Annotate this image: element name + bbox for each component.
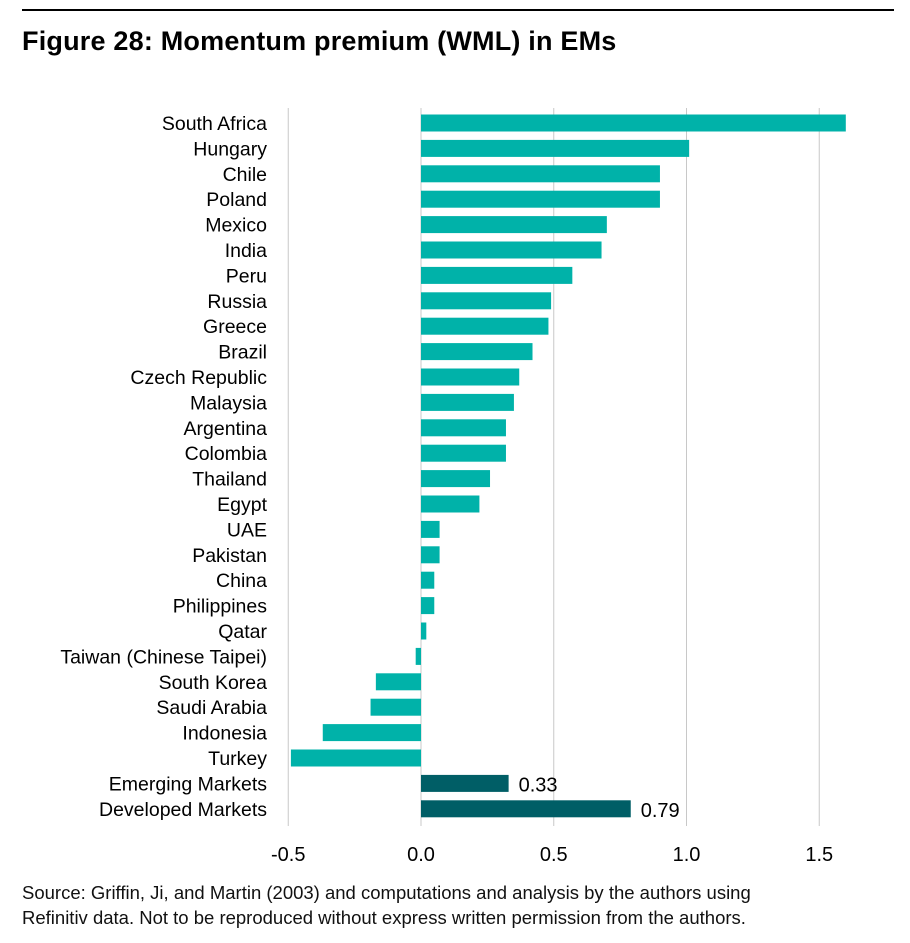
bars: [290, 114, 846, 818]
x-tick-label: 0.0: [407, 844, 435, 866]
category-label: Turkey: [208, 748, 267, 770]
bar: [421, 495, 480, 513]
bar: [290, 749, 421, 767]
category-label: Qatar: [218, 621, 267, 643]
bar: [375, 673, 421, 691]
gridlines: [287, 108, 820, 826]
category-label: India: [225, 240, 267, 262]
data-labels: 0.33 0.79: [519, 774, 680, 821]
bar: [421, 470, 491, 488]
category-label: Poland: [206, 189, 267, 211]
category-label: Greece: [203, 316, 267, 338]
data-label: 0.33: [519, 774, 558, 796]
bar: [415, 647, 421, 665]
bar: [421, 444, 506, 462]
category-label: Emerging Markets: [109, 773, 267, 795]
category-label: Philippines: [173, 596, 268, 618]
category-label: Argentina: [184, 418, 268, 440]
category-label: China: [216, 570, 267, 592]
category-label: Russia: [207, 291, 267, 313]
bar: [421, 165, 660, 183]
x-axis-ticks: -0.5 0.0 0.5 1.0 1.5: [271, 844, 833, 866]
bar: [421, 774, 509, 792]
figure-title: Figure 28: Momentum premium (WML) in EMs: [22, 26, 617, 56]
category-label: Pakistan: [192, 545, 267, 567]
category-label: South Africa: [162, 113, 267, 135]
x-tick-label: 0.5: [540, 844, 568, 866]
bar: [421, 571, 435, 589]
category-label: South Korea: [159, 672, 268, 694]
bar: [421, 317, 549, 335]
category-label: Indonesia: [182, 723, 267, 745]
category-label: Saudi Arabia: [156, 697, 267, 719]
data-label: 0.79: [641, 800, 680, 822]
source-line-2: Refinitiv data. Not to be reproduced wit…: [22, 907, 746, 928]
top-rule: [22, 9, 894, 11]
bar: [421, 139, 690, 157]
category-labels: South Africa Hungary Chile Poland Mexico Indi…: [60, 113, 267, 821]
bar: [421, 520, 440, 538]
category-label: Mexico: [205, 215, 267, 237]
bar: [370, 698, 421, 716]
category-label: Egypt: [217, 494, 267, 516]
bar: [421, 216, 607, 234]
category-label: Thailand: [192, 469, 267, 491]
category-label: UAE: [227, 519, 267, 541]
bar: [421, 419, 506, 437]
bar: [421, 241, 602, 259]
bar: [421, 622, 427, 640]
category-label: Peru: [226, 265, 267, 287]
source-line-1: Source: Griffin, Ji, and Martin (2003) a…: [22, 882, 751, 903]
category-label: Malaysia: [190, 392, 267, 414]
category-label: Czech Republic: [130, 367, 267, 389]
bar: [421, 343, 533, 361]
bar: [322, 724, 421, 742]
x-tick-label: -0.5: [271, 844, 305, 866]
bar: [421, 190, 660, 208]
x-tick-label: 1.0: [673, 844, 701, 866]
bar: [421, 800, 631, 818]
category-label: Brazil: [218, 342, 267, 364]
momentum-bar-chart: South Africa Hungary Chile Poland Mexico Indi…: [60, 108, 846, 866]
bar: [421, 393, 514, 411]
x-tick-label: 1.5: [805, 844, 833, 866]
bar: [421, 597, 435, 615]
category-label: Colombia: [185, 443, 268, 465]
source-note: Source: Griffin, Ji, and Martin (2003) a…: [22, 880, 882, 930]
bar: [421, 292, 552, 310]
category-label: Hungary: [193, 138, 267, 160]
bar: [421, 266, 573, 284]
category-label: Chile: [223, 164, 267, 186]
bar: [421, 546, 440, 564]
bar: [421, 368, 520, 386]
category-label: Taiwan (Chinese Taipei): [60, 646, 267, 668]
bar: [421, 114, 846, 132]
category-label: Developed Markets: [99, 799, 267, 821]
